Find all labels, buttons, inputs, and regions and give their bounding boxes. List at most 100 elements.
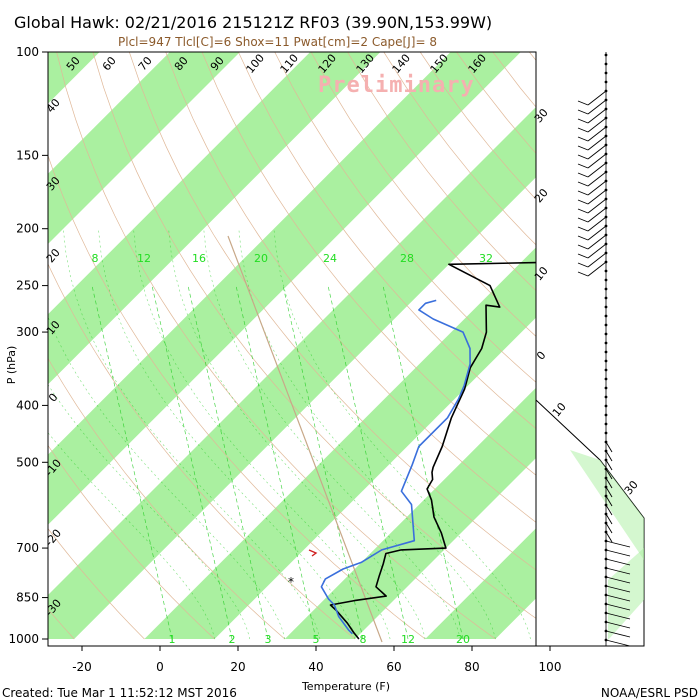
mixing-ratio-bottom-label: 12 — [401, 633, 415, 646]
wind-barb-flag — [577, 172, 589, 178]
isotherm-stripe — [284, 387, 536, 639]
wind-dot — [604, 323, 608, 327]
moist-adiabat-line — [48, 432, 215, 640]
mixing-ratio-line — [382, 285, 464, 640]
isotherm-stripe — [48, 52, 241, 245]
wind-barb-flag — [577, 163, 589, 169]
y-tick-label: 700 — [16, 541, 39, 555]
isotherm-top-label: 100 — [244, 52, 267, 76]
chart-subtitle: Plcl=947 Tlcl[C]=6 Shox=11 Pwat[cm]=2 Ca… — [118, 35, 437, 49]
wind-barb — [605, 504, 613, 516]
wind-barb-flag — [577, 199, 589, 205]
y-axis-label: P (hPa) — [5, 346, 18, 385]
wind-barb-flag — [577, 154, 589, 160]
isotherm-stripes — [48, 52, 536, 639]
y-tick-label: 250 — [16, 279, 39, 293]
wind-dot — [604, 422, 608, 426]
dry-adiabat-line — [92, 52, 536, 619]
y-axis-ticks: 100 150 200 250 300 400 500 700 850 1000 — [8, 45, 48, 646]
wind-barb — [605, 522, 613, 534]
wind-dot — [604, 386, 608, 390]
wind-barb — [605, 459, 613, 471]
wind-barb-flag — [577, 109, 589, 115]
wind-barb-flag — [577, 190, 589, 196]
dry-adiabat-line — [201, 52, 536, 476]
y-tick-label: 200 — [16, 222, 39, 236]
mixing-ratio-label: 24 — [323, 252, 337, 265]
mixing-ratio-label: 16 — [192, 252, 206, 265]
isotherm-stripe — [144, 247, 536, 639]
mixing-ratio-bottom-label: 3 — [265, 633, 272, 646]
dry-adiabat-line — [238, 52, 536, 429]
wind-barb — [587, 108, 607, 124]
wind-dot — [604, 287, 608, 291]
temperature-line — [329, 261, 536, 640]
wind-barb-flag — [577, 127, 589, 133]
y-tick-label: 1000 — [8, 632, 39, 646]
plot-area: * — [0, 52, 700, 643]
x-tick-label: 0 — [156, 660, 164, 674]
mixing-ratio-bottom-label: 1 — [169, 633, 176, 646]
dry-adiabats — [0, 52, 700, 640]
dewpoint-line — [320, 299, 471, 635]
wind-barb-flag — [577, 253, 589, 259]
wind-barb — [605, 468, 613, 480]
wind-barb — [605, 531, 613, 543]
plot-frame — [47, 51, 537, 647]
preliminary-watermark: Preliminary — [318, 73, 475, 98]
y-tick-label: 500 — [16, 455, 39, 469]
wind-barb — [605, 594, 631, 602]
isotherm-stripe — [48, 52, 381, 385]
isotherm-stripe — [48, 106, 536, 639]
x-axis-ticks: -20 0 20 40 60 80 100 — [72, 646, 561, 674]
wind-barb — [587, 117, 607, 133]
wind-dot — [604, 80, 608, 84]
wind-barb — [605, 639, 631, 647]
wind-dot — [604, 341, 608, 345]
isotherm-stripe — [425, 528, 536, 639]
wind-dot — [604, 377, 608, 381]
dry-adiabat-line — [48, 263, 356, 640]
mixing-ratio-line — [187, 285, 269, 640]
dry-adiabat-line — [675, 52, 700, 639]
wind-barb — [605, 612, 631, 620]
moist-adiabat-line — [203, 228, 461, 640]
wind-panel-stripe — [608, 548, 644, 640]
x-tick-label: 80 — [464, 660, 479, 674]
wind-dot — [604, 350, 608, 354]
mixing-ratio-line — [151, 285, 233, 640]
wind-barb — [587, 135, 607, 151]
lcl-marker — [308, 549, 318, 557]
dry-adiabat-line — [48, 357, 286, 640]
moist-adiabat-line — [48, 316, 286, 640]
isotherm-label: 40 — [44, 96, 63, 115]
sounding-series: * — [288, 261, 536, 640]
isotherm-top-label: 60 — [100, 54, 119, 73]
wind-barb — [587, 252, 607, 268]
wind-dot — [604, 305, 608, 309]
wind-barb — [587, 234, 607, 250]
dry-adiabat-line — [310, 52, 536, 337]
wind-barb — [587, 171, 607, 187]
wind-barb — [587, 162, 607, 178]
wind-barb-flag — [577, 271, 589, 277]
wind-barb — [587, 198, 607, 214]
isotherm-label: 20 — [44, 246, 63, 265]
mixing-ratio-label: 12 — [137, 252, 151, 265]
wind-barb-flag — [577, 217, 589, 223]
wind-barb — [605, 441, 613, 453]
wind-barb-flag — [577, 208, 589, 214]
mixing-ratio-label: 28 — [400, 252, 414, 265]
moist-adiabat-line — [48, 384, 250, 640]
isotherm-stripe — [48, 52, 521, 525]
wind-barb — [605, 513, 613, 525]
dry-adiabat-line — [0, 52, 4, 639]
credit-label: NOAA/ESRL PSD — [601, 686, 698, 700]
wind-barb — [605, 567, 631, 575]
moist-adiabat-line — [133, 228, 391, 640]
wind-barb-flag — [577, 145, 589, 151]
wind-dot — [604, 404, 608, 408]
wind-barb — [605, 621, 631, 629]
mixing-ratio-line — [91, 285, 173, 640]
